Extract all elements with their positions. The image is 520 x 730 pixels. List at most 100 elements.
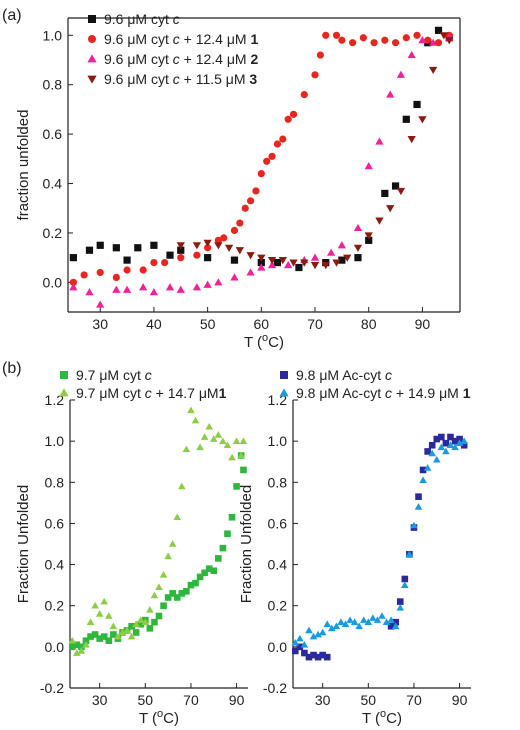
data-point (364, 162, 373, 170)
series-1 (291, 437, 468, 648)
data-point (134, 244, 142, 252)
data-point (332, 259, 341, 267)
data-point (460, 437, 468, 444)
data-point (246, 197, 255, 205)
data-point (205, 565, 213, 572)
data-point (85, 288, 94, 296)
data-point (150, 241, 158, 249)
data-point (105, 637, 113, 644)
y-tick-label: -0.2 (40, 680, 64, 696)
legend-marker (279, 388, 289, 397)
data-point (85, 246, 94, 254)
data-point (149, 288, 159, 296)
data-point (370, 39, 378, 47)
data-point (214, 236, 222, 244)
data-point (127, 632, 136, 640)
data-point (114, 632, 122, 640)
y-tick-label: 0.0 (45, 639, 65, 655)
data-point (176, 285, 185, 293)
data-point (396, 187, 406, 196)
data-point (136, 616, 145, 623)
data-point (419, 466, 427, 474)
data-point (91, 631, 99, 638)
y-tick-label: 1.0 (45, 433, 65, 449)
data-point (82, 637, 90, 644)
data-point (96, 268, 104, 277)
data-point (428, 441, 436, 449)
series-1 (68, 406, 248, 656)
data-point (305, 626, 313, 634)
y-tick-label: 0.0 (268, 639, 288, 655)
data-point (192, 283, 202, 291)
data-point (232, 437, 241, 444)
legend-marker (60, 371, 68, 379)
data-point (273, 258, 282, 267)
data-point (355, 622, 363, 630)
data-point (278, 257, 287, 265)
data-point (382, 618, 391, 625)
y-tick-label: 1.0 (43, 27, 63, 43)
data-point (296, 634, 304, 642)
data-point (273, 140, 282, 148)
data-point (419, 476, 427, 484)
data-point (391, 39, 400, 47)
data-point (146, 625, 154, 632)
data-point (301, 649, 308, 657)
y-tick-label: 0.4 (45, 557, 65, 573)
data-point (432, 455, 441, 463)
data-point (252, 187, 260, 195)
data-point (204, 244, 212, 252)
y-tick-label: 0.6 (43, 126, 63, 142)
data-point (323, 653, 331, 661)
data-point (365, 236, 373, 244)
y-axis-label: Fraction Unfolded (238, 485, 255, 603)
data-point (73, 641, 81, 649)
data-point (165, 283, 175, 291)
data-point (96, 241, 104, 249)
data-point (381, 36, 389, 44)
data-point (321, 261, 330, 270)
data-point (68, 643, 76, 651)
data-point (159, 571, 168, 578)
x-tick-label: 70 (307, 316, 323, 332)
data-point (413, 31, 421, 39)
data-point (139, 266, 147, 274)
data-point (314, 653, 322, 661)
data-point (257, 263, 266, 271)
data-point (224, 244, 234, 252)
data-point (192, 579, 199, 587)
data-point (210, 567, 218, 575)
data-point (177, 246, 185, 254)
data-point (69, 254, 77, 262)
data-point (378, 612, 386, 619)
data-point (214, 431, 223, 438)
data-point (407, 135, 416, 144)
data-point (456, 435, 463, 443)
data-point (428, 449, 437, 457)
data-point (196, 573, 204, 581)
data-point (223, 441, 232, 449)
data-point (193, 251, 201, 259)
data-point (230, 256, 239, 264)
y-tick-label: 0.8 (268, 474, 288, 490)
data-point (77, 647, 86, 654)
data-point (228, 513, 236, 521)
data-point (187, 581, 195, 589)
data-point (200, 433, 209, 440)
data-point (359, 34, 367, 42)
legend-b: 9.7 μM cyt c 9.7 μM cyt c + 14.7 μM1 9.8 μ… (59, 367, 471, 401)
data-point (439, 32, 449, 40)
data-point (346, 616, 354, 623)
x-tick-label: 60 (254, 316, 270, 332)
y-tick-label: 0.6 (268, 515, 288, 531)
data-point (132, 620, 140, 628)
chart-a: 30 40 50 60 70 80 90 0.0 0.2 0.4 0.6 0.8 1.0 T (oC) fr… (15, 17, 461, 351)
data-point (137, 620, 145, 628)
legend-marker (87, 54, 97, 63)
data-point (423, 464, 432, 471)
x-axis-label: T (oC) (362, 708, 402, 727)
data-point (401, 581, 409, 588)
data-point (318, 628, 327, 636)
data-point (319, 651, 326, 659)
data-point (224, 530, 231, 538)
